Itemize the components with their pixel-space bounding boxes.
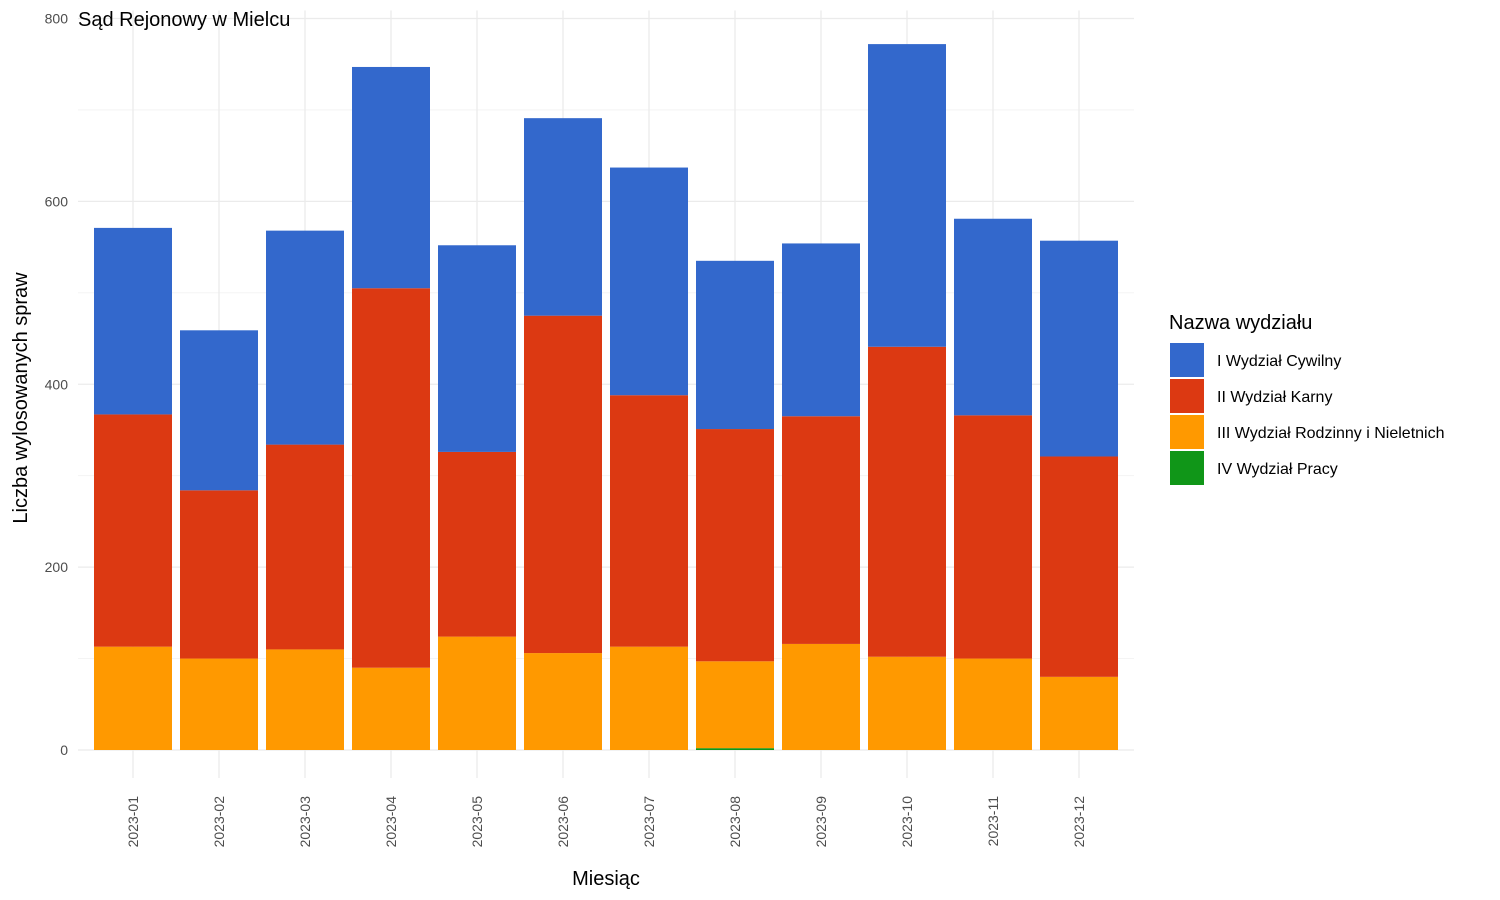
legend-items: I Wydział Cywilny II Wydział Karny III Wyd… [1170, 343, 1445, 485]
bar-segment [782, 243, 860, 417]
y-tick-label: 800 [45, 11, 69, 27]
y-axis-title: Liczba wylosowanych spraw [10, 272, 32, 524]
bar-segment [438, 245, 516, 452]
bar-segment [352, 66, 430, 289]
legend-swatch [1170, 451, 1204, 485]
x-tick-label: 2023-05 [469, 796, 485, 848]
bar-segment [180, 658, 258, 750]
legend-swatch [1170, 343, 1204, 377]
y-tick-label: 0 [60, 742, 68, 758]
bar-segment [266, 649, 344, 750]
x-tick-label: 2023-11 [985, 796, 1001, 847]
chart-title: Sąd Rejonowy w Mielcu [78, 9, 290, 31]
bar-segment [696, 260, 774, 430]
bar-segment [180, 330, 258, 491]
bar-segment [868, 44, 946, 347]
x-tick-label: 2023-03 [297, 796, 313, 848]
x-tick-label: 2023-08 [727, 796, 743, 848]
bar-segment [266, 230, 344, 445]
legend-label: II Wydział Karny [1217, 389, 1332, 406]
bar-segment [954, 415, 1032, 659]
x-tick-label: 2023-01 [125, 796, 141, 848]
bars [94, 44, 1118, 750]
bar-segment [352, 667, 430, 750]
bar-segment [180, 490, 258, 659]
y-tick-label: 600 [45, 193, 69, 209]
x-axis-title: Miesiąc [572, 868, 640, 890]
bar-segment [954, 218, 1032, 416]
legend-label: III Wydział Rodzinny i Nieletnich [1217, 425, 1445, 442]
bar-segment [94, 414, 172, 647]
bar-segment [524, 653, 602, 750]
x-tick-label: 2023-07 [641, 796, 657, 848]
legend-swatch [1170, 415, 1204, 449]
bar-segment [696, 661, 774, 749]
bar-segment [438, 451, 516, 637]
bar-segment [782, 643, 860, 750]
legend: Nazwa wydziału I Wydział Cywilny II Wydzi… [1169, 312, 1445, 485]
bar-segment [610, 646, 688, 750]
bar-segment [438, 636, 516, 750]
bar-segment [696, 748, 774, 750]
bar-segment [1040, 456, 1118, 677]
bar-segment [266, 444, 344, 650]
bar-segment [868, 346, 946, 657]
legend-label: I Wydział Cywilny [1217, 353, 1341, 370]
x-tick-label: 2023-09 [813, 796, 829, 848]
legend-label: IV Wydział Pracy [1217, 461, 1338, 478]
bar-segment [1040, 676, 1118, 750]
bar-segment [524, 315, 602, 654]
y-tick-label: 200 [45, 559, 69, 575]
x-tick-label: 2023-06 [555, 796, 571, 848]
bar-segment [94, 227, 172, 415]
legend-title: Nazwa wydziału [1169, 312, 1312, 334]
y-tick-label: 400 [45, 376, 69, 392]
bar-segment [610, 395, 688, 647]
x-tick-label: 2023-12 [1071, 796, 1087, 848]
bar-segment [868, 656, 946, 750]
legend-swatch [1170, 379, 1204, 413]
bar-segment [696, 429, 774, 662]
x-axis-ticks: 2023-01 2023-02 2023-03 2023-04 2023-05 2023-… [125, 796, 1087, 848]
bar-segment [94, 646, 172, 750]
x-tick-label: 2023-10 [899, 796, 915, 848]
bar-segment [954, 658, 1032, 750]
bar-segment [352, 288, 430, 668]
bar-segment [782, 416, 860, 644]
bar-segment [524, 118, 602, 316]
bar-segment [1040, 240, 1118, 457]
x-tick-label: 2023-02 [211, 796, 227, 848]
bar-segment [610, 167, 688, 396]
x-tick-label: 2023-04 [383, 796, 399, 848]
y-axis-ticks: 0 200 400 600 800 [45, 11, 69, 759]
